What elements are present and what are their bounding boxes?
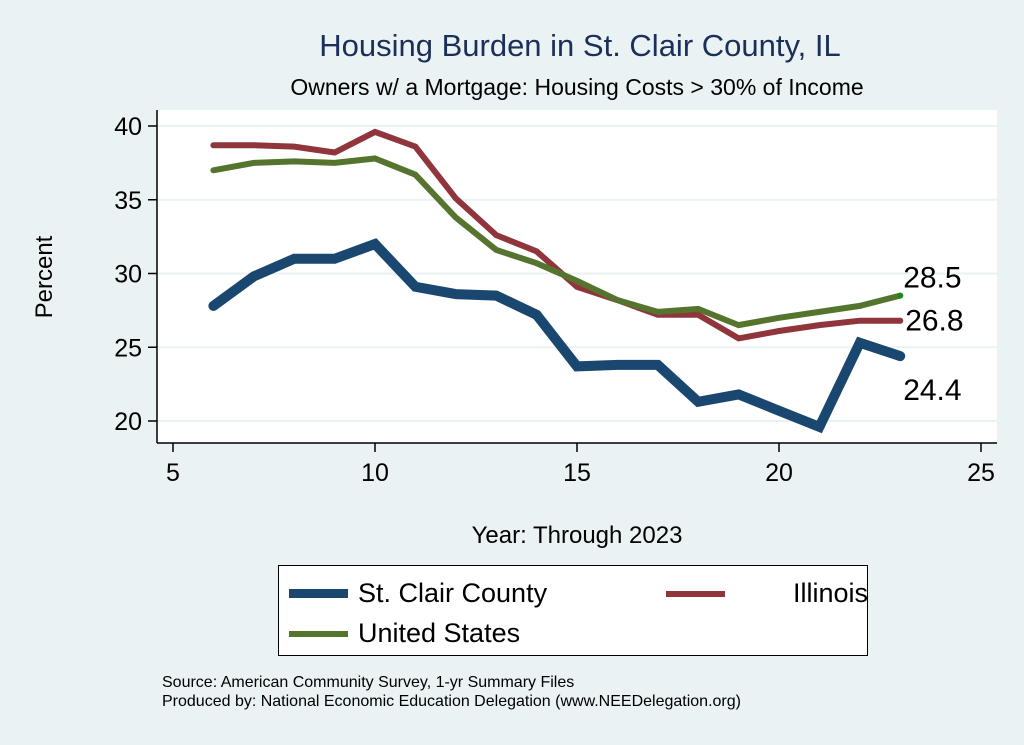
y-ticks: 20 25 30 35 40 — [114, 113, 157, 436]
legend-label: St. Clair County — [358, 578, 548, 608]
producer-line: Produced by: National Economic Education… — [162, 693, 741, 710]
y-tick-label: 25 — [114, 334, 142, 362]
x-tick-label: 10 — [361, 459, 389, 487]
legend-item-st-clair: St. Clair County — [289, 578, 547, 609]
y-tick-label: 20 — [114, 408, 142, 436]
source-line: Source: American Community Survey, 1-yr … — [162, 674, 575, 691]
chart-subtitle: Owners w/ a Mortgage: Housing Costs > 30… — [290, 74, 864, 100]
series-end-marker — [897, 317, 904, 324]
x-axis-title: Year: Through 2023 — [472, 522, 683, 549]
legend: St. Clair County Illinois United States — [278, 565, 868, 656]
y-tick-label: 40 — [114, 113, 142, 141]
legend-item-united-states: United States — [289, 618, 520, 649]
source-note: Source: American Community Survey, 1-yr … — [162, 673, 741, 711]
y-axis-title: Percent — [31, 235, 58, 318]
x-tick-label: 15 — [563, 459, 591, 487]
x-tick-label: 5 — [166, 459, 180, 487]
plot-area — [157, 110, 997, 443]
series-lines — [208, 128, 906, 434]
y-tick-label: 35 — [114, 187, 142, 215]
legend-item-illinois: Illinois — [666, 578, 868, 609]
legend-label: Illinois — [793, 578, 869, 608]
chart-title: Housing Burden in St. Clair County, IL — [319, 28, 841, 63]
legend-label: United States — [358, 618, 521, 648]
legend-swatch-st-clair — [289, 589, 348, 598]
series-line-united-states — [210, 155, 904, 329]
end-value-label: 28.5 — [903, 262, 961, 295]
end-labels: 24.4 26.8 28.5 — [903, 262, 963, 407]
series-end-marker — [897, 353, 904, 360]
series-end-marker — [897, 292, 904, 299]
series-line-st-clair — [208, 238, 906, 434]
end-value-label: 26.8 — [905, 305, 963, 338]
x-tick-label: 20 — [765, 459, 793, 487]
x-ticks: 5 10 15 20 25 — [166, 443, 995, 487]
legend-swatch-illinois — [666, 590, 725, 597]
y-tick-label: 30 — [114, 261, 142, 289]
legend-swatch-united-states — [289, 630, 348, 637]
end-value-label: 24.4 — [903, 374, 961, 407]
x-tick-label: 25 — [967, 459, 995, 487]
gridlines — [158, 125, 997, 422]
